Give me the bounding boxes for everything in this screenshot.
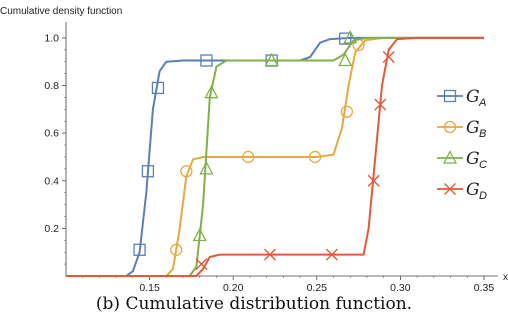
legend-label-sub: A [478, 97, 486, 109]
legend-label-sub: C [479, 159, 487, 171]
legend-marker [443, 120, 457, 134]
series-B [66, 36, 484, 277]
data-point [382, 50, 395, 63]
legend-label: G [466, 118, 480, 138]
data-point [141, 165, 155, 178]
data-point [199, 160, 214, 175]
y-tick-label: 1.0 [44, 32, 59, 44]
data-point [133, 243, 146, 256]
data-point [204, 84, 219, 99]
series-D [66, 36, 484, 277]
data-point [325, 248, 338, 261]
figure-caption: (b) Cumulative distribution function. [95, 294, 413, 314]
data-point [192, 227, 207, 242]
data-point [180, 165, 193, 178]
x-axis-label: x [503, 272, 508, 283]
series-C [66, 29, 484, 277]
data-point [308, 150, 322, 164]
series-A [66, 32, 484, 277]
axes: 0.15 0.20 0.25 0.30 0.35 0.2 0.4 0.6 0.8 1.0 [44, 22, 498, 294]
data-point [343, 29, 358, 44]
series-line [66, 36, 484, 277]
x-tick-label: 0.15 [139, 282, 160, 294]
legend-label: G [466, 149, 480, 169]
y-tick-label: 0.4 [44, 175, 59, 187]
data-point [263, 248, 276, 261]
data-point [338, 52, 353, 67]
data-point [264, 52, 279, 67]
legend-label-sub: D [479, 190, 487, 202]
x-tick-label: 0.20 [223, 282, 244, 294]
data-point [151, 81, 165, 95]
data-point [200, 54, 213, 67]
legend-label: G [466, 87, 480, 107]
series-layer [66, 29, 484, 277]
x-tick-label: 0.25 [307, 282, 328, 294]
y-tick-label: 0.6 [44, 128, 59, 140]
series-line [66, 36, 484, 277]
legend-label: G [466, 180, 480, 200]
legend-marker [442, 150, 458, 164]
series-line [66, 36, 484, 277]
y-axis-label: Cumulative density function [0, 6, 122, 17]
y-tick-label: 0.2 [44, 223, 59, 235]
series-line [66, 36, 484, 277]
data-point [374, 98, 387, 111]
legend-marker [443, 89, 457, 103]
data-point [195, 258, 208, 271]
legend-label-sub: B [479, 128, 486, 140]
data-point [339, 32, 352, 45]
data-point [340, 105, 354, 118]
data-point [242, 150, 255, 164]
legend: G AG BG CG D [437, 87, 487, 202]
data-point [170, 243, 183, 256]
legend-marker [444, 183, 456, 195]
x-tick-label: 0.35 [474, 282, 495, 294]
y-tick-label: 0.8 [44, 80, 59, 92]
data-point [367, 174, 380, 187]
x-tick-label: 0.30 [390, 282, 411, 294]
